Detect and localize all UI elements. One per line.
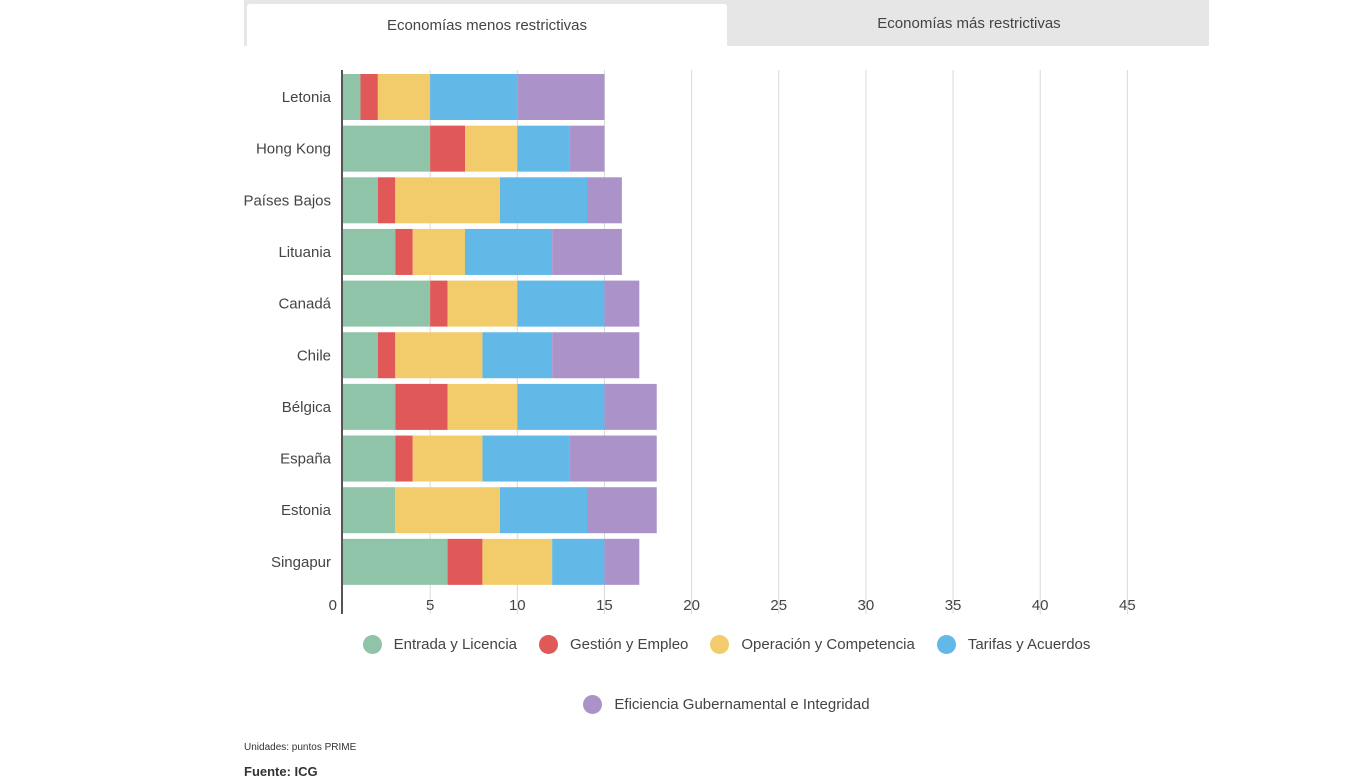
bar-segment[interactable] bbox=[517, 280, 605, 327]
bar-segment[interactable] bbox=[343, 228, 396, 275]
x-tick-label: 5 bbox=[426, 597, 434, 614]
bar-segment[interactable] bbox=[395, 228, 413, 275]
bar-segment[interactable] bbox=[482, 435, 570, 482]
bar-segment[interactable] bbox=[517, 125, 570, 172]
bar-segment[interactable] bbox=[552, 228, 622, 275]
bar-segment[interactable] bbox=[343, 538, 448, 585]
legend-dot-icon bbox=[362, 634, 382, 654]
bar-segment[interactable] bbox=[604, 538, 640, 585]
bar-segment[interactable] bbox=[517, 383, 605, 430]
x-tick-label: 0 bbox=[329, 597, 337, 614]
category-label: Chile bbox=[297, 347, 331, 364]
bar-segment[interactable] bbox=[343, 383, 396, 430]
legend-label: Operación y Competencia bbox=[741, 635, 915, 653]
bar-segment[interactable] bbox=[430, 280, 448, 327]
bar-segment[interactable] bbox=[587, 177, 622, 224]
bar-segment[interactable] bbox=[447, 280, 518, 327]
legend-dot-icon bbox=[539, 634, 558, 654]
bar-segment[interactable] bbox=[412, 435, 483, 482]
tab-less-restrictive[interactable]: Economías menos restrictivas bbox=[247, 4, 727, 46]
x-tick-label: 40 bbox=[1032, 597, 1049, 614]
legend-item[interactable]: Eficiencia Gubernamental e Integridad bbox=[583, 694, 870, 714]
x-tick-label: 20 bbox=[683, 597, 700, 614]
bar-segment[interactable] bbox=[569, 435, 657, 482]
x-tick-label: 35 bbox=[945, 597, 962, 614]
legend-dot-icon bbox=[710, 634, 730, 654]
legend-label: Tarifas y Acuerdos bbox=[967, 635, 1091, 653]
x-tick-label: 15 bbox=[596, 597, 613, 614]
legend-item[interactable]: Entrada y Licencia bbox=[362, 634, 517, 654]
bar-segment[interactable] bbox=[482, 538, 553, 585]
chart-legend: Entrada y Licencia Gestión y Empleo Operac… bbox=[244, 634, 1209, 714]
legend-label: Entrada y Licencia bbox=[393, 635, 517, 653]
bar-segment[interactable] bbox=[499, 177, 588, 224]
bar-segment[interactable] bbox=[360, 74, 378, 120]
bar-segment[interactable] bbox=[499, 487, 588, 534]
bar-segment[interactable] bbox=[343, 332, 378, 379]
category-label: Estonia bbox=[281, 502, 332, 519]
bar-segment[interactable] bbox=[412, 228, 466, 275]
category-label: España bbox=[280, 451, 332, 468]
x-tick-label: 45 bbox=[1119, 597, 1136, 614]
tab-more-restrictive[interactable]: Economías más restrictivas bbox=[877, 14, 1061, 32]
bar-segment[interactable] bbox=[343, 177, 378, 224]
bar-segment[interactable] bbox=[377, 74, 431, 120]
bar-segment[interactable] bbox=[604, 383, 657, 430]
legend-label: Eficiencia Gubernamental e Integridad bbox=[614, 695, 870, 713]
bar-segment[interactable] bbox=[465, 125, 518, 172]
category-label: Canadá bbox=[278, 296, 331, 313]
bar-segment[interactable] bbox=[552, 538, 605, 585]
bar-segment[interactable] bbox=[343, 487, 396, 534]
category-label: Países Bajos bbox=[243, 192, 331, 209]
bar-segment[interactable] bbox=[430, 125, 466, 172]
bar-segment[interactable] bbox=[343, 435, 396, 482]
bar-segment[interactable] bbox=[465, 228, 553, 275]
bar-segment[interactable] bbox=[343, 125, 431, 172]
bar-segment[interactable] bbox=[395, 383, 448, 430]
bar-segment[interactable] bbox=[482, 332, 553, 379]
x-tick-label: 30 bbox=[858, 597, 875, 614]
bar-segment[interactable] bbox=[343, 280, 431, 327]
category-label: Hong Kong bbox=[256, 141, 331, 158]
category-label: Letonia bbox=[282, 89, 332, 106]
x-tick-label: 10 bbox=[509, 597, 526, 614]
legend-dot-icon bbox=[936, 634, 956, 654]
bar-segment[interactable] bbox=[447, 383, 518, 430]
bar-segment[interactable] bbox=[395, 435, 413, 482]
legend-item[interactable]: Tarifas y Acuerdos bbox=[936, 634, 1091, 654]
tab-bar: Economías menos restrictivas Economías m… bbox=[244, 0, 1209, 46]
legend-item[interactable]: Operación y Competencia bbox=[710, 634, 915, 654]
bar-segment[interactable] bbox=[395, 487, 500, 534]
legend-label: Gestión y Empleo bbox=[570, 635, 689, 653]
legend-dot-icon bbox=[583, 694, 603, 714]
bar-segment[interactable] bbox=[377, 177, 396, 224]
category-label: Bélgica bbox=[282, 399, 332, 416]
bar-segment[interactable] bbox=[430, 74, 518, 120]
bar-segment[interactable] bbox=[343, 74, 361, 120]
legend-item[interactable]: Gestión y Empleo bbox=[539, 634, 688, 654]
bar-segment[interactable] bbox=[552, 332, 640, 379]
bar-segment[interactable] bbox=[377, 332, 396, 379]
category-label: Lituania bbox=[278, 244, 331, 261]
stacked-bar-chart: 0 5 10 15 20 25 30 35 40 45 Letonia Hong Kong Países… bbox=[243, 70, 1136, 614]
bar-segment[interactable] bbox=[604, 280, 640, 327]
bar-segment[interactable] bbox=[395, 177, 500, 224]
bar-segment[interactable] bbox=[587, 487, 657, 534]
x-tick-label: 25 bbox=[770, 597, 787, 614]
bar-segment[interactable] bbox=[569, 125, 605, 172]
bar-segment[interactable] bbox=[517, 74, 605, 120]
bar-segment[interactable] bbox=[447, 538, 483, 585]
units-note: Unidades: puntos PRIME bbox=[244, 742, 357, 753]
bar-segment[interactable] bbox=[395, 332, 483, 379]
category-label: Singapur bbox=[271, 554, 331, 571]
